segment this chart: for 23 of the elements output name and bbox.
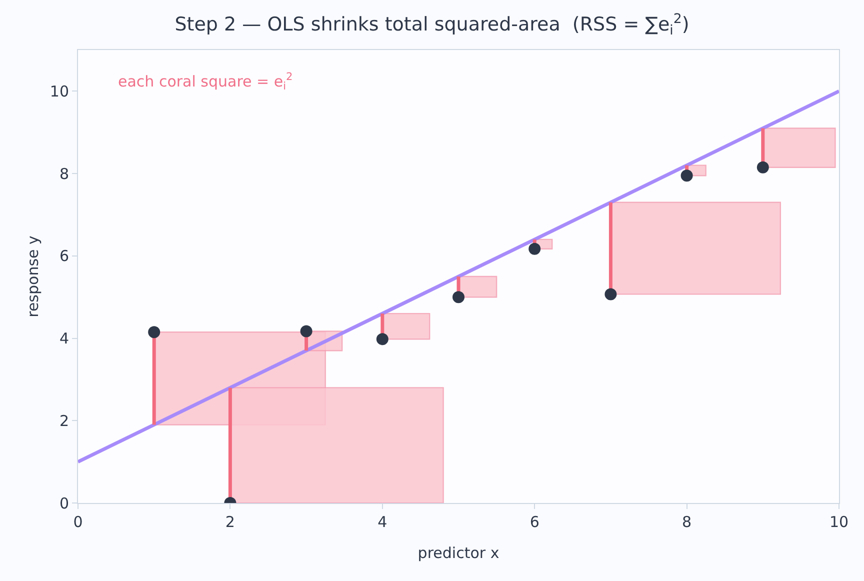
chart-title: Step 2 — OLS shrinks total squared-area (RSS = ∑e$_{i}$$^{2}$) [174, 12, 690, 39]
point [528, 242, 541, 255]
x-tick-label: 2 [225, 513, 235, 531]
x-tick-label: 10 [829, 513, 849, 531]
x-tick-label: 8 [682, 513, 692, 531]
point [604, 288, 617, 300]
x-axis-title: predictor x [418, 544, 500, 562]
y-tick-label: 10 [50, 82, 69, 100]
point [452, 291, 464, 304]
point [756, 161, 769, 174]
x-tick-label: 0 [73, 513, 83, 531]
y-tick-label: 0 [59, 494, 69, 512]
point [680, 170, 693, 182]
y-tick-label: 8 [59, 164, 69, 183]
point [300, 325, 312, 338]
x-tick-label: 6 [530, 513, 540, 531]
y-tick-label: 6 [59, 247, 69, 266]
point [376, 333, 388, 346]
y-tick-label: 4 [59, 330, 69, 348]
y-tick-label: 2 [59, 412, 69, 430]
y-axis-title: response y [24, 235, 42, 318]
x-tick-label: 4 [378, 513, 388, 531]
point [148, 326, 160, 338]
